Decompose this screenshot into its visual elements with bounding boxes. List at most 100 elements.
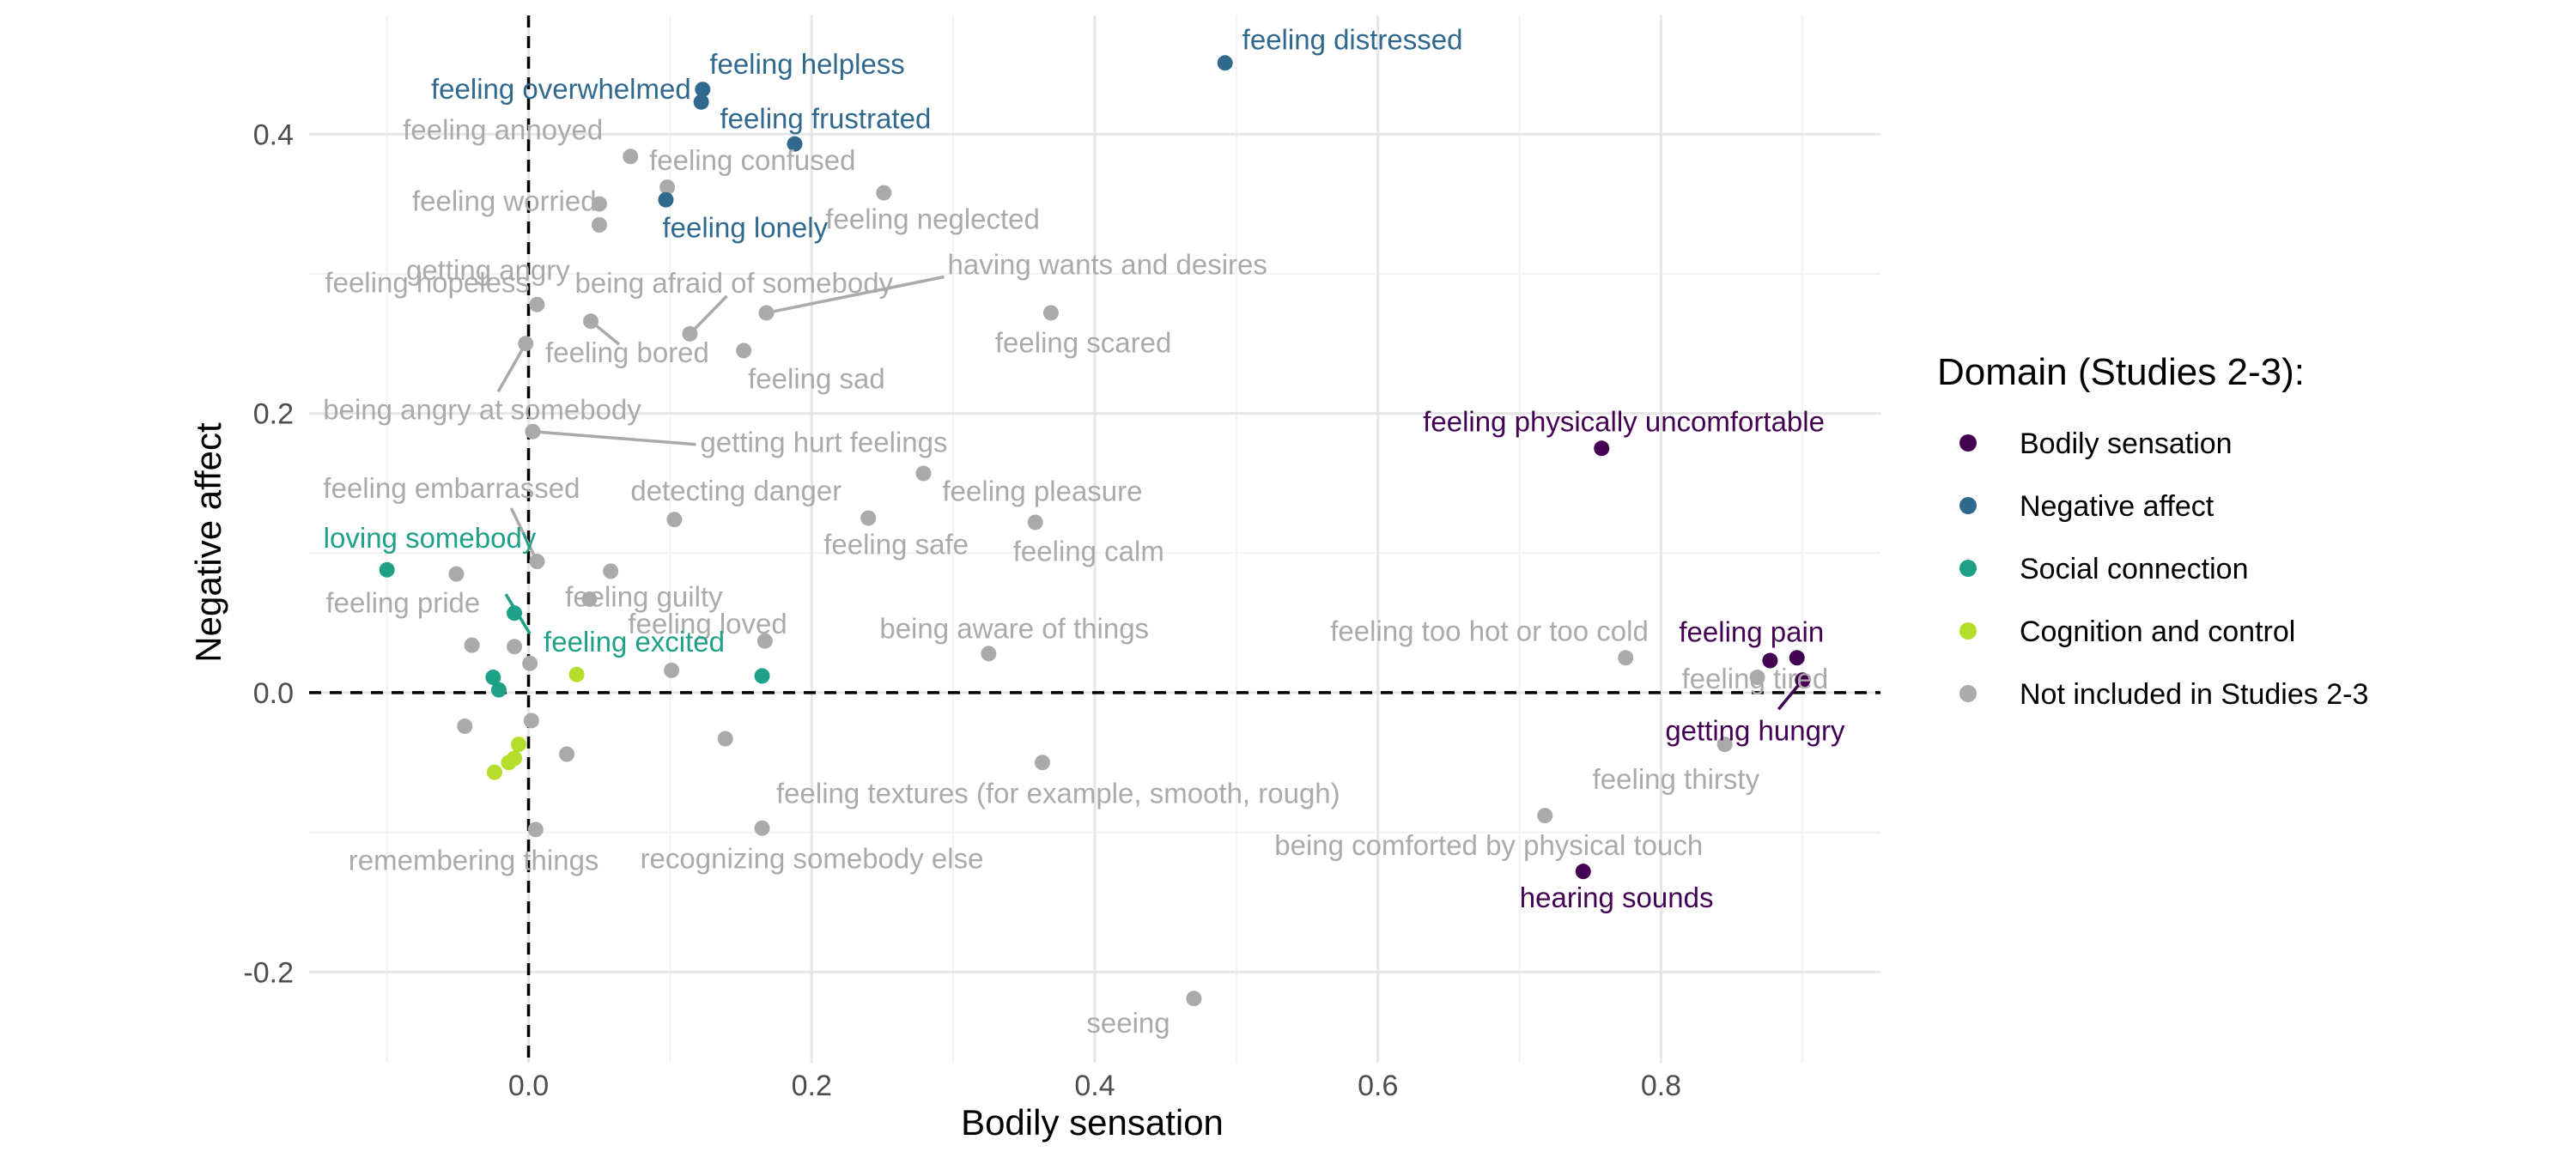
point-label: feeling too hot or too cold bbox=[1330, 615, 1649, 646]
data-point bbox=[1749, 670, 1765, 686]
point-label: being comforted by physical touch bbox=[1274, 829, 1703, 861]
point-label: getting hungry bbox=[1665, 714, 1845, 746]
legend-swatch bbox=[1959, 560, 1977, 577]
data-point bbox=[527, 822, 544, 838]
label-leader-line bbox=[766, 275, 945, 315]
data-point bbox=[981, 646, 997, 662]
data-point bbox=[529, 554, 545, 570]
point-label: feeling safe bbox=[823, 529, 969, 561]
label-leader-line bbox=[689, 294, 728, 336]
data-point bbox=[523, 712, 539, 729]
point-label: remembering things bbox=[349, 844, 599, 876]
data-point bbox=[507, 605, 523, 621]
point-label: getting hurt feelings bbox=[700, 427, 947, 458]
data-point bbox=[518, 336, 534, 352]
y-tick-label: -0.2 bbox=[243, 956, 294, 989]
legend-swatch bbox=[1959, 497, 1977, 514]
data-point bbox=[659, 179, 676, 196]
point-label: being afraid of somebody bbox=[574, 267, 893, 299]
x-tick-label: 0.4 bbox=[1074, 1070, 1115, 1102]
data-point bbox=[915, 465, 932, 482]
data-point bbox=[1217, 55, 1233, 71]
data-point bbox=[1594, 440, 1610, 457]
y-tick-label: 0.4 bbox=[253, 118, 294, 151]
point-label: being angry at somebody bbox=[323, 393, 641, 425]
point-label: feeling pleasure bbox=[943, 476, 1143, 507]
data-point bbox=[736, 343, 752, 359]
point-label: feeling excited bbox=[544, 626, 725, 658]
reference-lines bbox=[309, 15, 1880, 1063]
data-point bbox=[666, 512, 683, 528]
y-axis-title: Negative affect bbox=[188, 422, 228, 663]
point-label: feeling bored bbox=[545, 336, 709, 368]
label-leader-line bbox=[496, 343, 527, 393]
data-point bbox=[787, 136, 803, 152]
point-label: feeling distressed bbox=[1242, 23, 1463, 55]
legend: Domain (Studies 2-3): Bodily sensation Ne… bbox=[1937, 351, 2368, 711]
point-label: feeling guilty bbox=[565, 580, 723, 612]
label-leader-line bbox=[532, 430, 696, 446]
point-label: feeling tired bbox=[1682, 663, 1829, 694]
point-label: feeling calm bbox=[1013, 535, 1164, 567]
legend-swatch bbox=[1959, 434, 1977, 452]
y-tick-label: 0.0 bbox=[253, 677, 294, 710]
point-label: feeling loved bbox=[628, 608, 787, 640]
x-tick-label: 0.0 bbox=[508, 1070, 549, 1102]
data-point bbox=[664, 662, 680, 678]
point-label: feeling pain bbox=[1679, 616, 1824, 648]
data-point bbox=[754, 820, 770, 836]
grid-lines bbox=[309, 15, 1880, 1063]
data-point bbox=[522, 655, 538, 671]
point-label: feeling hopeless bbox=[325, 267, 530, 299]
x-axis-title: Bodily sensation bbox=[961, 1102, 1224, 1143]
data-point bbox=[1575, 864, 1591, 880]
x-tick-label: 0.8 bbox=[1641, 1070, 1681, 1102]
data-point bbox=[1716, 737, 1733, 753]
point-label: feeling pride bbox=[325, 587, 480, 619]
data-point bbox=[1537, 808, 1553, 824]
legend-entries: Bodily sensation Negative affect Social co… bbox=[1959, 427, 2368, 711]
point-label: recognizing somebody else bbox=[641, 843, 984, 875]
legend-label: Bodily sensation bbox=[2020, 427, 2233, 460]
data-point bbox=[1795, 672, 1811, 688]
data-point bbox=[1618, 650, 1634, 666]
x-tick-label: 0.2 bbox=[792, 1070, 832, 1102]
data-point bbox=[682, 325, 698, 342]
label-leader-line bbox=[509, 507, 539, 562]
legend-label: Social connection bbox=[2020, 553, 2249, 585]
legend-label: Negative affect bbox=[2020, 490, 2215, 523]
data-point bbox=[860, 510, 877, 526]
data-point bbox=[511, 737, 526, 753]
data-point bbox=[603, 563, 619, 579]
data-point bbox=[1186, 991, 1202, 1007]
x-tick-labels: 0.0 0.2 0.4 0.6 0.8 bbox=[508, 1070, 1681, 1102]
data-point bbox=[756, 633, 773, 649]
point-label: feeling textures (for example, smooth, r… bbox=[776, 777, 1340, 809]
point-label: having wants and desires bbox=[948, 248, 1267, 280]
point-label: feeling neglected bbox=[825, 203, 1040, 235]
data-point bbox=[591, 196, 607, 212]
legend-label: Cognition and control bbox=[2020, 615, 2295, 648]
data-point bbox=[758, 305, 775, 321]
data-point bbox=[501, 755, 517, 771]
data-point bbox=[507, 639, 523, 655]
data-point bbox=[623, 149, 639, 165]
legend-title: Domain (Studies 2-3): bbox=[1937, 351, 2305, 393]
data-point bbox=[581, 591, 598, 607]
data-point bbox=[693, 94, 709, 110]
data-point bbox=[464, 637, 480, 653]
data-point bbox=[583, 313, 599, 330]
point-label: feeling thirsty bbox=[1593, 763, 1760, 795]
legend-label: Not included in Studies 2-3 bbox=[2020, 678, 2368, 711]
data-point bbox=[1027, 514, 1043, 530]
point-labels: feeling annoyed feeling worried feeling co… bbox=[323, 23, 1845, 1039]
data-point bbox=[1762, 652, 1778, 669]
point-label: loving somebody bbox=[324, 522, 537, 554]
point-label: hearing sounds bbox=[1520, 882, 1714, 913]
data-point bbox=[457, 718, 473, 734]
point-label: feeling helpless bbox=[709, 48, 905, 80]
x-tick-label: 0.6 bbox=[1358, 1070, 1398, 1102]
point-label: being aware of things bbox=[879, 612, 1149, 644]
point-label: getting angry bbox=[406, 254, 570, 286]
y-tick-labels: -0.2 0.0 0.2 0.4 bbox=[243, 118, 294, 989]
